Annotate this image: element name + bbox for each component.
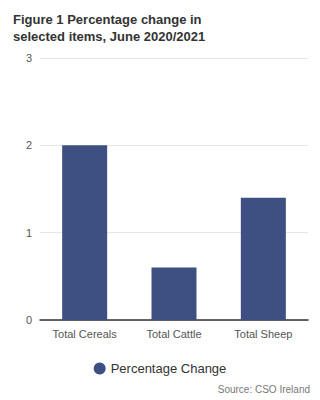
svg-text:selected items, June 2020/2021: selected items, June 2020/2021 xyxy=(13,29,205,44)
svg-text:1: 1 xyxy=(26,227,32,239)
svg-text:Source: CSO Ireland: Source: CSO Ireland xyxy=(218,384,310,395)
svg-text:Total Cattle: Total Cattle xyxy=(146,328,201,340)
svg-text:Total Cereals: Total Cereals xyxy=(53,328,118,340)
svg-text:Total Sheep: Total Sheep xyxy=(234,328,292,340)
svg-text:Percentage Change: Percentage Change xyxy=(111,361,227,376)
svg-text:3: 3 xyxy=(26,52,32,64)
svg-text:0: 0 xyxy=(26,314,32,326)
svg-text:Figure 1 Percentage change in: Figure 1 Percentage change in xyxy=(13,12,205,27)
svg-text:2: 2 xyxy=(26,139,32,151)
